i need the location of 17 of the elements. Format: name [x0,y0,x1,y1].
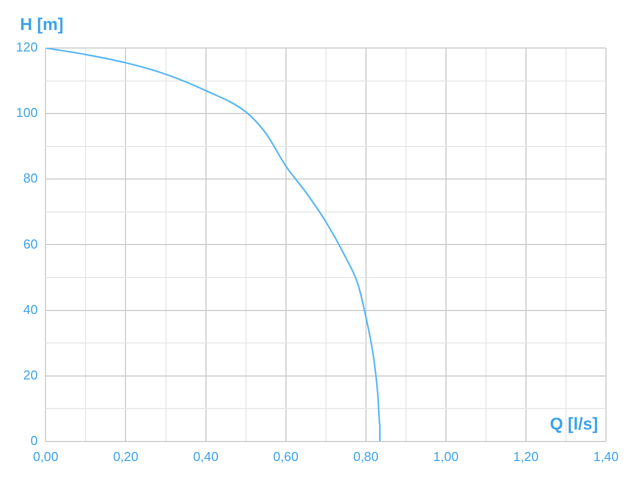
y-tick-label: 20 [23,367,38,382]
y-axis-title: H [m] [20,15,64,34]
x-tick-label: 1,40 [593,448,619,464]
y-tick-label: 40 [23,302,38,317]
x-tick-label: 0,00 [33,448,58,464]
x-tick-label: 1,00 [433,448,459,464]
x-axis-title: Q [l/s] [550,414,598,434]
x-tick-label: 0,20 [113,448,138,464]
x-tick-label: 1,20 [513,448,539,464]
y-tick-label: 60 [23,236,38,252]
y-tick-label: 100 [16,105,38,120]
x-tick-label: 0,80 [353,448,379,464]
x-tick-label: 0,40 [193,448,218,464]
y-tick-label: 80 [23,170,38,186]
y-tick-label: 0 [30,432,38,448]
x-tick-label: 0,60 [273,448,298,464]
y-tick-label: 120 [16,40,38,55]
